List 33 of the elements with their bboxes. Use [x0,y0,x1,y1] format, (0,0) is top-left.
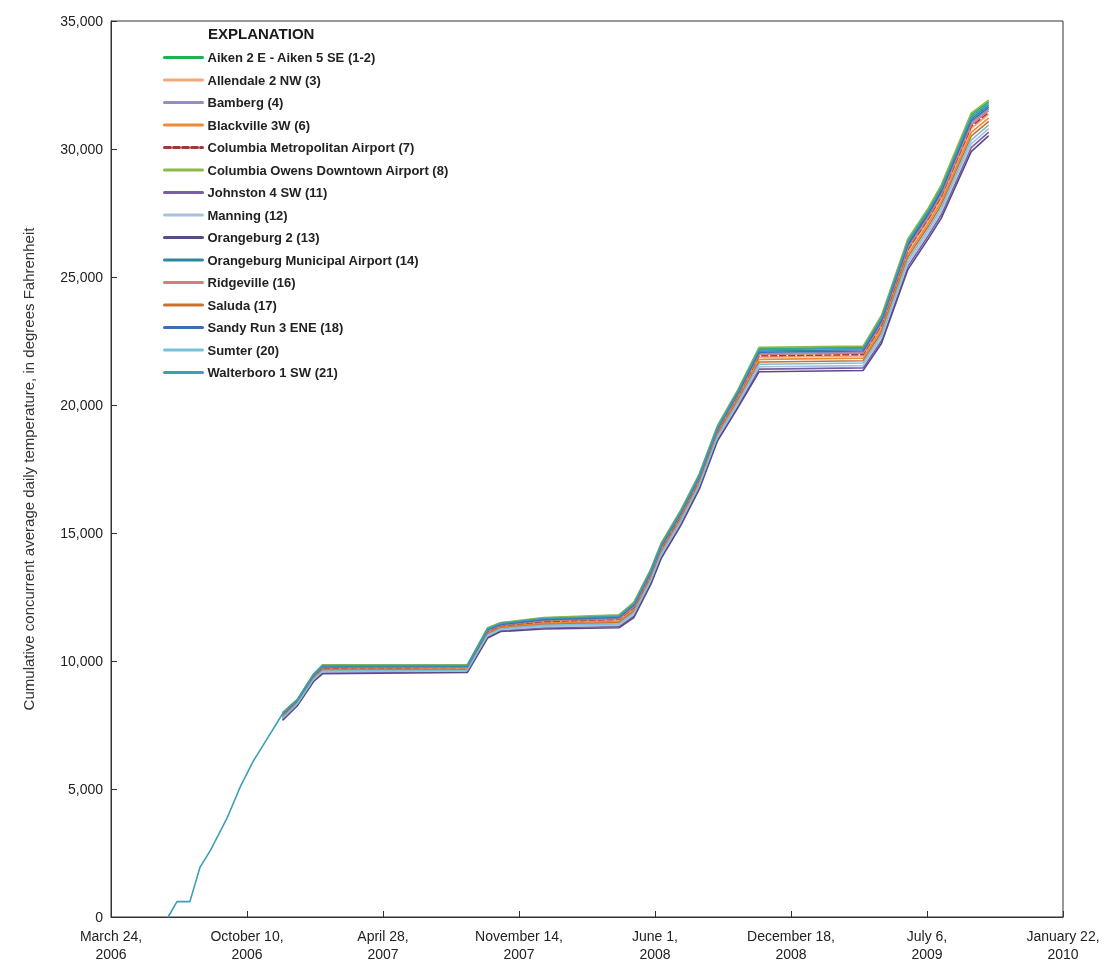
legend-label: Ridgeville (16) [207,275,296,290]
legend-label: Blackville 3W (6) [207,117,311,133]
x-tick-label: April 28, 2007 [357,928,409,962]
y-tick-label: 15,000 [60,525,104,541]
legend-label: Bamberg (4) [207,95,284,110]
legend-label: Columbia Metropolitan Airport (7) [207,140,415,155]
x-tick-label: June 1, 2008 [632,928,678,962]
legend-label: Sumter (20) [207,342,280,358]
legend-label: Orangeburg 2 (13) [207,230,320,245]
x-tick-label: December 18, 2008 [747,928,835,962]
legend-label: Sandy Run 3 ENE (18) [207,320,344,335]
x-tick-label: November 14, 2007 [475,928,563,962]
x-tick-label: October 10, 2006 [210,928,284,962]
x-tick-label: January 22, 2010 [1026,928,1100,962]
legend-label: Aiken 2 E - Aiken 5 SE (1-2) [207,50,376,65]
y-axis-title: Cumulative concurrent average daily temperature, in degrees Fahrenheit [20,226,37,711]
legend-label: Saluda (17) [207,297,277,313]
legend-label: Allendale 2 NW (3) [207,72,321,88]
y-tick-label: 30,000 [60,141,104,157]
legend-title: EXPLANATION [208,25,315,42]
legend-label: Columbia Owens Downtown Airport (8) [207,162,449,178]
y-tick-label: 5,000 [67,781,104,797]
legend-label: Johnston 4 SW (11) [207,185,328,200]
x-tick-label: March 24, 2006 [79,928,143,962]
legend-label: Manning (12) [207,207,288,223]
y-tick-label: 25,000 [60,269,104,285]
y-tick-label: 10,000 [60,653,104,669]
y-tick-label: 20,000 [60,397,104,413]
legend-label: Orangeburg Municipal Airport (14) [207,252,419,268]
legend-label: Walterboro 1 SW (21) [207,365,338,380]
x-tick-label: July 6, 2009 [906,928,948,962]
y-tick-label: 35,000 [60,13,104,29]
y-tick-label: 0 [95,909,104,925]
